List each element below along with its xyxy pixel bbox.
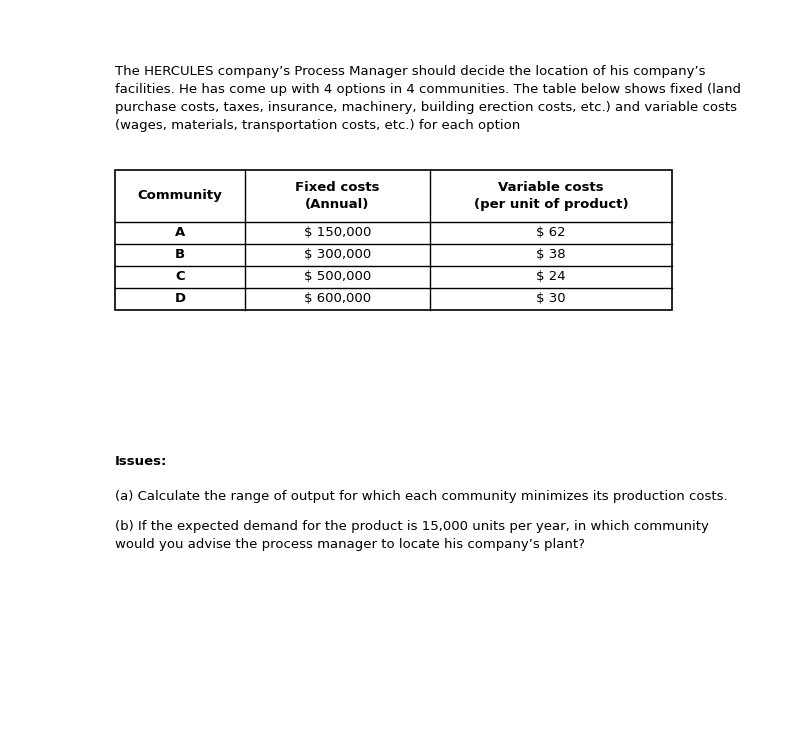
Text: A: A	[175, 227, 185, 239]
Text: (b) If the expected demand for the product is 15,000 units per year, in which co: (b) If the expected demand for the produ…	[115, 520, 709, 533]
Text: Issues:: Issues:	[115, 455, 168, 468]
Text: $ 300,000: $ 300,000	[304, 248, 371, 262]
Text: facilities. He has come up with 4 options in 4 communities. The table below show: facilities. He has come up with 4 option…	[115, 83, 741, 96]
Text: (wages, materials, transportation costs, etc.) for each option: (wages, materials, transportation costs,…	[115, 119, 520, 132]
Text: $ 24: $ 24	[536, 270, 566, 284]
Text: Variable costs
(per unit of product): Variable costs (per unit of product)	[474, 181, 628, 211]
Text: The HERCULES company’s Process Manager should decide the location of his company: The HERCULES company’s Process Manager s…	[115, 65, 705, 78]
Bar	[115, 170, 672, 310]
Text: Community: Community	[138, 190, 223, 202]
Text: $ 600,000: $ 600,000	[304, 293, 371, 305]
Text: purchase costs, taxes, insurance, machinery, building erection costs, etc.) and : purchase costs, taxes, insurance, machin…	[115, 101, 737, 114]
Text: $ 30: $ 30	[536, 293, 566, 305]
Text: would you advise the process manager to locate his company’s plant?: would you advise the process manager to …	[115, 538, 585, 551]
Text: D: D	[175, 293, 186, 305]
Text: Fixed costs
(Annual): Fixed costs (Annual)	[295, 181, 380, 211]
Text: (a) Calculate the range of output for which each community minimizes its product: (a) Calculate the range of output for wh…	[115, 490, 728, 503]
Text: $ 500,000: $ 500,000	[304, 270, 371, 284]
Text: $ 62: $ 62	[536, 227, 566, 239]
Text: $ 150,000: $ 150,000	[304, 227, 371, 239]
Text: B: B	[175, 248, 185, 262]
Text: C: C	[176, 270, 185, 284]
Text: $ 38: $ 38	[536, 248, 566, 262]
